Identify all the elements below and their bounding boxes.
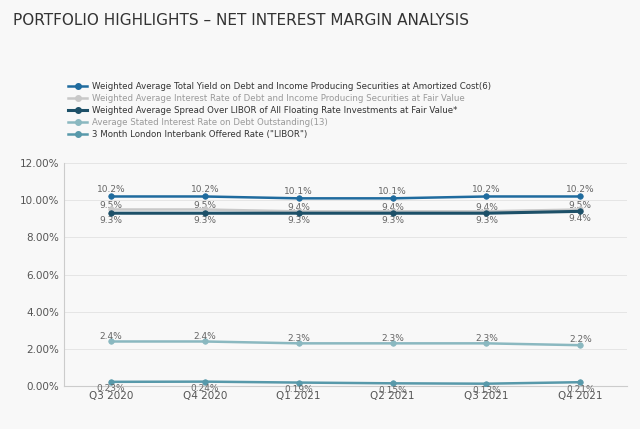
Text: 9.3%: 9.3% <box>193 216 216 225</box>
Text: 9.4%: 9.4% <box>569 214 592 223</box>
Text: 0.19%: 0.19% <box>284 385 313 394</box>
Text: 2.3%: 2.3% <box>287 334 310 343</box>
Text: 9.4%: 9.4% <box>381 203 404 212</box>
Text: PORTFOLIO HIGHLIGHTS – NET INTEREST MARGIN ANALYSIS: PORTFOLIO HIGHLIGHTS – NET INTEREST MARG… <box>13 13 468 28</box>
Text: 0.24%: 0.24% <box>191 384 219 393</box>
Text: 9.3%: 9.3% <box>381 216 404 225</box>
Text: 10.2%: 10.2% <box>472 185 500 194</box>
Text: 2.4%: 2.4% <box>193 332 216 341</box>
Text: 2.3%: 2.3% <box>381 334 404 343</box>
Text: 9.3%: 9.3% <box>99 216 122 225</box>
Text: 9.3%: 9.3% <box>475 216 498 225</box>
Legend: Weighted Average Total Yield on Debt and Income Producing Securities at Amortize: Weighted Average Total Yield on Debt and… <box>68 82 490 139</box>
Text: 10.1%: 10.1% <box>284 187 313 196</box>
Text: 9.4%: 9.4% <box>287 203 310 212</box>
Text: 9.5%: 9.5% <box>569 201 592 210</box>
Text: 9.5%: 9.5% <box>99 201 122 210</box>
Text: 10.2%: 10.2% <box>191 185 219 194</box>
Text: 0.15%: 0.15% <box>378 386 407 395</box>
Text: 10.2%: 10.2% <box>97 185 125 194</box>
Text: 9.4%: 9.4% <box>475 203 498 212</box>
Text: 2.2%: 2.2% <box>569 335 591 344</box>
Text: 9.3%: 9.3% <box>287 216 310 225</box>
Text: 2.3%: 2.3% <box>475 334 498 343</box>
Text: 0.23%: 0.23% <box>97 384 125 393</box>
Text: 10.1%: 10.1% <box>378 187 407 196</box>
Text: 0.13%: 0.13% <box>472 386 500 395</box>
Text: 2.4%: 2.4% <box>100 332 122 341</box>
Text: 0.21%: 0.21% <box>566 385 595 394</box>
Text: 10.2%: 10.2% <box>566 185 595 194</box>
Text: 9.5%: 9.5% <box>193 201 216 210</box>
